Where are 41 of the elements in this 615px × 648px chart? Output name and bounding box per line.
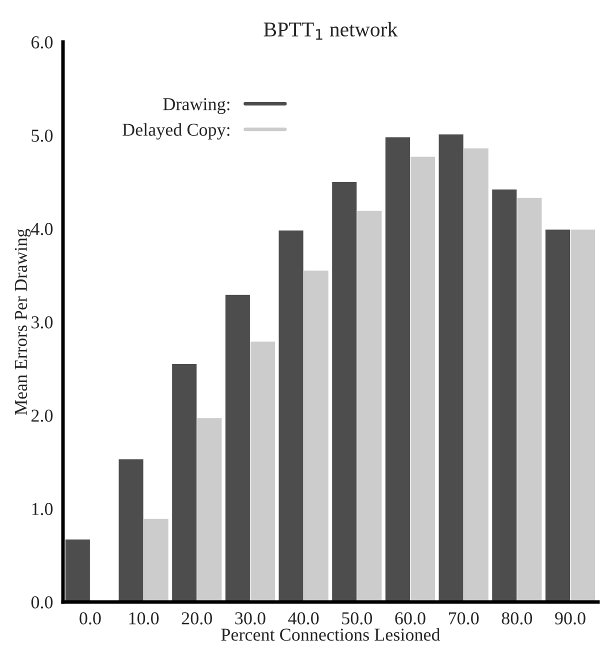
bar bbox=[250, 342, 276, 602]
bar bbox=[357, 210, 382, 602]
bar bbox=[225, 294, 250, 602]
y-tick-label: 3.0 bbox=[32, 316, 53, 329]
y-tick-label: 6.0 bbox=[31, 36, 53, 49]
bar bbox=[197, 418, 222, 602]
bar bbox=[464, 148, 488, 602]
x-tick-label: 60.0 bbox=[395, 612, 426, 625]
y-axis-title: Mean Errors Per Drawing bbox=[14, 228, 31, 415]
x-tick-label: 20.0 bbox=[182, 612, 212, 625]
x-tick-label: 70.0 bbox=[448, 612, 479, 625]
bar bbox=[332, 182, 357, 602]
bar bbox=[492, 189, 517, 602]
y-tick-label: 4.0 bbox=[31, 222, 53, 236]
y-tick-label: 5.0 bbox=[32, 130, 53, 142]
bar bbox=[410, 156, 436, 602]
bar bbox=[144, 518, 168, 602]
chart-title: BPTT$_{1}$ network bbox=[264, 22, 398, 40]
bar bbox=[172, 364, 197, 602]
bar bbox=[65, 539, 90, 602]
bar bbox=[517, 198, 542, 602]
bar bbox=[304, 270, 328, 602]
legend-label: Drawing: bbox=[163, 98, 230, 114]
y-tick-label: 1.0 bbox=[32, 502, 53, 516]
legend-label: Delayed Copy: bbox=[122, 123, 230, 140]
bar bbox=[570, 230, 596, 602]
y-tick-label: 0.0 bbox=[31, 596, 53, 609]
x-tick-label: 90.0 bbox=[555, 612, 586, 625]
bar bbox=[278, 230, 304, 602]
x-axis-title: Percent Connections Lesioned bbox=[221, 628, 440, 641]
y-tick-label: 2.0 bbox=[32, 410, 53, 422]
bar bbox=[118, 459, 144, 602]
bar bbox=[385, 137, 410, 602]
x-tick-label: 0.0 bbox=[80, 612, 101, 625]
bar bbox=[438, 134, 464, 602]
x-tick-label: 40.0 bbox=[288, 612, 319, 625]
x-tick-label: 80.0 bbox=[502, 612, 532, 625]
x-tick-label: 30.0 bbox=[235, 612, 266, 625]
x-tick-label: 10.0 bbox=[129, 612, 159, 625]
bar bbox=[545, 230, 570, 602]
x-tick-label: 50.0 bbox=[342, 612, 372, 625]
